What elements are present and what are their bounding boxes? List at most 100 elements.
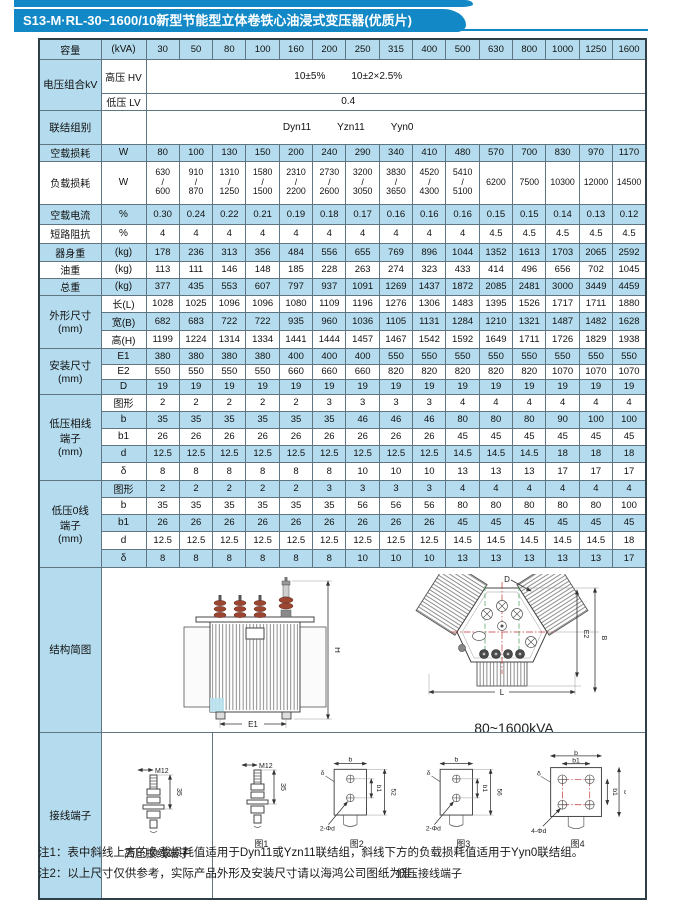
svg-text:56: 56	[496, 788, 503, 796]
value-cell: 4	[478, 479, 514, 498]
value-cell: 100	[612, 496, 647, 515]
title-banner-top-stripe	[14, 0, 473, 7]
value-cell: 550	[245, 363, 280, 380]
value-cell: 3	[312, 393, 347, 412]
value-cell: 660	[312, 363, 347, 380]
value-cell: 45	[545, 513, 580, 532]
value-cell: 13	[445, 548, 480, 568]
value-cell: 2	[178, 393, 214, 412]
value-cell: 100	[245, 38, 280, 60]
value-cell: 1196	[345, 294, 380, 313]
row-oil-weight: 油重 (kg) 113 111 146 148 185 228 263 274 323 433 41…	[38, 260, 647, 279]
value-cell: 820	[378, 363, 414, 380]
value-cell: 1310 / 1250	[212, 160, 247, 205]
value-cell: 1105	[378, 311, 414, 331]
row-capacity: 容量 (kVA) 30 50 80 100 160 200 250 315 400 500 630 8…	[38, 38, 647, 60]
value-cell: 148	[245, 260, 280, 279]
row-label: 联结组别	[38, 109, 102, 145]
svg-text:b: b	[455, 756, 459, 763]
value-cell: 4459	[612, 277, 647, 296]
value-cell: 400	[345, 347, 380, 365]
vector-1: Dyn11	[282, 121, 312, 133]
value-cell: 35	[212, 496, 247, 515]
fig3-label: 图3	[456, 838, 471, 849]
value-cell: 14.5	[578, 530, 614, 550]
value-cell: 937	[312, 277, 347, 296]
row-unit: E2	[100, 363, 147, 380]
value-cell: 13	[478, 548, 514, 568]
value-cell: 2	[145, 479, 180, 498]
svg-text:δ: δ	[427, 770, 431, 777]
value-cell: 240	[312, 143, 347, 162]
lv-terminal-fig1: M12 35	[232, 758, 290, 850]
row-install-e2: E2 550 550 550 550 660 660 660 820 820 820 820 820 1…	[39, 363, 647, 380]
value-cell: 8	[278, 548, 314, 568]
row-unit: b1	[100, 513, 147, 532]
value-cell: 19	[245, 378, 280, 395]
value-cell: 570	[478, 143, 514, 162]
row-label: 容量	[38, 38, 102, 60]
value-cell: 4	[545, 393, 580, 412]
svg-text:52: 52	[389, 788, 396, 796]
value-cell: 1224	[178, 329, 214, 349]
row-hv-voltage: 电压组合kV 高压 HV 10±5% 10±2×2.5%	[38, 58, 647, 111]
value-cell: 896	[412, 242, 447, 262]
value-cell: 26	[378, 513, 414, 532]
value-cell: 26	[212, 513, 247, 532]
footnotes: 注1：表中斜线上方的负载损耗值适用于Dyn11或Yzn11联结组，斜线下方的负载…	[38, 843, 668, 884]
value-cell: 1542	[412, 329, 447, 349]
lv-terminal-fig2: b δ 2-Φd b1	[317, 756, 397, 850]
value-cell: 14500	[612, 160, 647, 205]
value-cell: 19	[512, 378, 547, 395]
value-cell: 1938	[612, 329, 647, 349]
svg-text:b: b	[574, 750, 578, 757]
value-cell: 410	[412, 143, 447, 162]
value-cell: 550	[612, 347, 647, 365]
value-cell: 1096	[245, 294, 280, 313]
value-cell: 2	[212, 393, 247, 412]
value-cell: 1000	[545, 38, 580, 60]
value-cell: 4	[245, 223, 280, 244]
value-cell: 8	[312, 461, 347, 481]
value-cell: 3	[378, 479, 414, 498]
svg-text:δ: δ	[537, 770, 541, 777]
value-cell: 2592	[612, 242, 647, 262]
value-cell: 2	[178, 479, 214, 498]
value-cell: 35	[145, 496, 180, 515]
svg-text:δ: δ	[321, 770, 325, 777]
value-cell: 380	[212, 347, 247, 365]
value-cell: 0.16	[378, 203, 414, 225]
value-cell: 12.5	[345, 530, 380, 550]
spec-table: 容量 (kVA) 30 50 80 100 160 200 250 315 400 500 630 8…	[38, 38, 647, 900]
value-cell: 630	[478, 38, 514, 60]
value-cell: 435	[178, 277, 214, 296]
value-cell: 46	[345, 410, 380, 429]
svg-text:M12: M12	[259, 763, 273, 770]
value-cell: 1306	[412, 294, 447, 313]
top-view-caption: 80~1600kVA	[407, 704, 622, 731]
value-cell: 100	[178, 143, 214, 162]
lv-voltage-value: 0.4	[145, 92, 647, 111]
row-unit: W	[100, 160, 147, 205]
value-cell: 100	[578, 410, 614, 429]
group-label-lv-zero-terminal: 低压0线 端子 (mm)	[38, 479, 102, 568]
value-cell: 14.5	[478, 444, 514, 463]
value-cell: 12000	[578, 160, 614, 205]
value-cell: 111	[178, 260, 214, 279]
value-cell: 1080	[278, 294, 314, 313]
fig2-label: 图2	[349, 838, 364, 849]
group-label-dimensions: 外形尺寸 (mm)	[38, 294, 102, 349]
value-cell: 4.5	[578, 223, 614, 244]
value-cell: 35	[312, 496, 347, 515]
value-cell: 80	[478, 496, 514, 515]
value-cell: 35	[178, 410, 214, 429]
value-cell: 2481	[512, 277, 547, 296]
structure-diagram-cell: H	[100, 566, 647, 733]
row-unit: 图形	[100, 479, 147, 498]
row-dim-length: 外形尺寸 (mm) 长(L) 1028 1025 1096 1096 1080 1109 1…	[38, 294, 647, 349]
row-unit: d	[100, 444, 147, 463]
dim-h-label: H	[333, 647, 340, 653]
value-cell: 19	[578, 378, 614, 395]
